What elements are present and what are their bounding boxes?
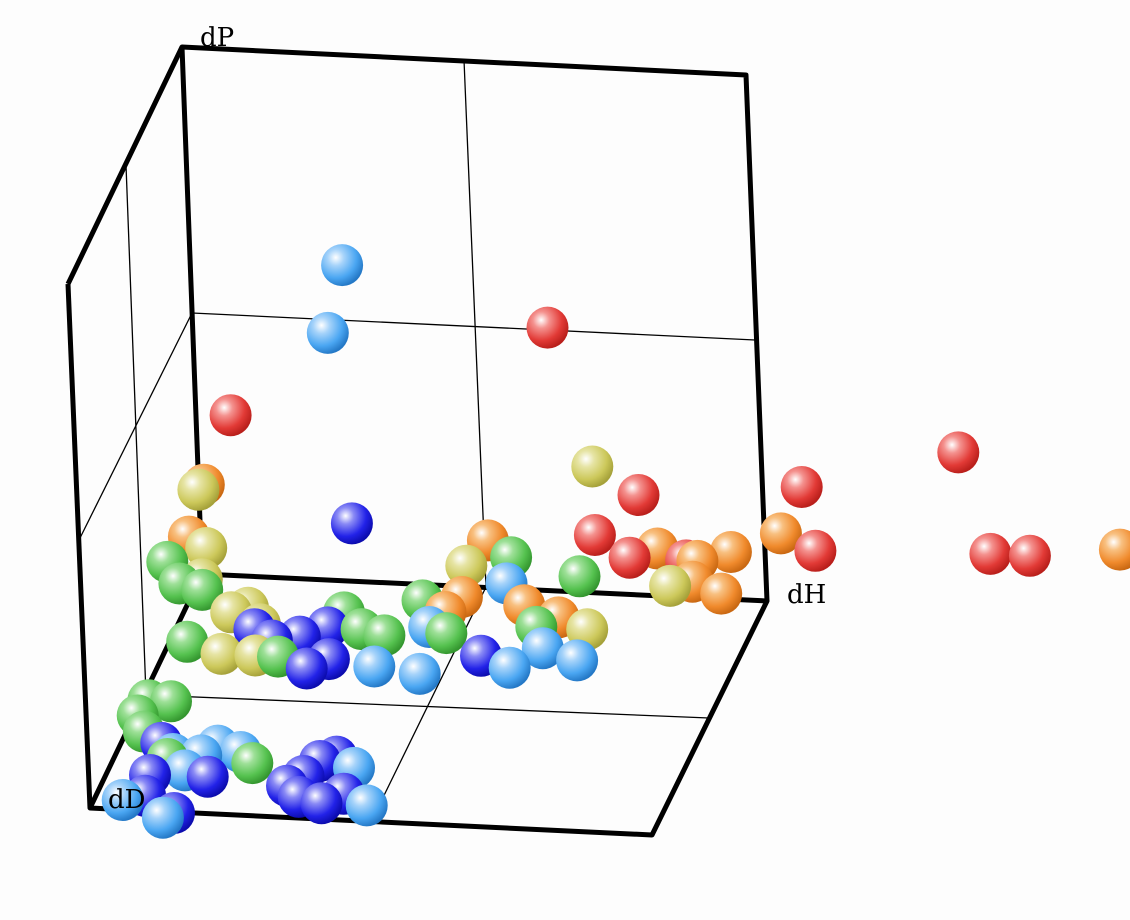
data-point — [700, 572, 743, 615]
data-point — [285, 647, 328, 690]
data-point — [709, 531, 752, 573]
data-point — [521, 627, 564, 670]
data-point — [488, 646, 531, 689]
data-point — [649, 564, 692, 607]
data-point — [617, 474, 660, 516]
grid-lines — [79, 59, 756, 823]
grid-line — [463, 59, 487, 588]
axis-label-dh: dH — [787, 580, 826, 610]
data-point — [425, 612, 468, 655]
data-point — [185, 527, 228, 569]
grid-line — [191, 312, 756, 341]
data-point — [330, 502, 373, 545]
grid-line — [125, 164, 147, 696]
data-points — [101, 244, 1130, 839]
data-point — [608, 536, 651, 579]
data-point — [759, 512, 802, 555]
data-point — [571, 445, 614, 488]
axis-label-dd: dD — [108, 785, 146, 815]
data-point — [306, 311, 349, 354]
data-point — [1098, 528, 1130, 571]
data-point — [794, 529, 837, 572]
data-point — [353, 645, 396, 688]
data-point — [186, 755, 229, 798]
box-edge — [65, 283, 93, 809]
data-point — [526, 306, 569, 349]
data-point — [398, 652, 441, 695]
data-point — [181, 568, 224, 611]
axis-label-dp: dP — [200, 23, 234, 53]
data-point — [345, 784, 388, 827]
data-point — [558, 555, 601, 598]
data-point — [321, 244, 364, 287]
data-point — [300, 782, 343, 825]
data-point — [573, 514, 616, 556]
data-point — [166, 620, 209, 663]
data-point — [937, 431, 980, 474]
data-point — [969, 532, 1012, 575]
data-point — [209, 394, 252, 437]
data-point — [150, 680, 192, 723]
data-point — [1008, 534, 1051, 577]
box-edge — [65, 44, 770, 602]
data-point — [445, 544, 488, 587]
data-point — [177, 468, 220, 511]
data-point — [780, 466, 823, 508]
data-point — [556, 639, 599, 682]
data-point — [200, 632, 243, 675]
data-point — [141, 796, 184, 839]
grid-line — [370, 586, 487, 823]
data-point — [101, 779, 144, 821]
data-point — [231, 742, 274, 785]
